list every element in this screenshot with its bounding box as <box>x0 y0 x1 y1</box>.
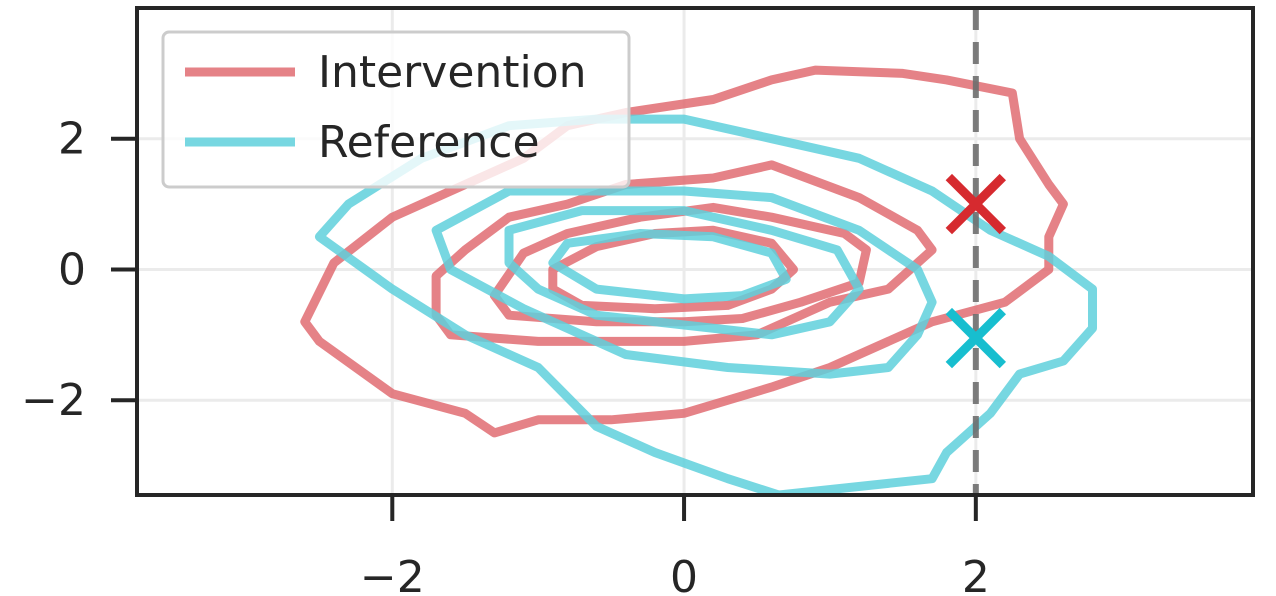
contour-series <box>300 65 1097 495</box>
plot-frame <box>135 6 1255 497</box>
intervention-contour-3 <box>548 225 798 314</box>
legend: Intervention Reference <box>161 30 631 189</box>
y-tick-label-0: −2 <box>21 375 86 426</box>
reference-contour-1 <box>431 186 937 379</box>
reference-contour-2 <box>504 206 864 340</box>
x-tick-label-1: 0 <box>670 552 698 596</box>
y-axis-ticks: −2 0 2 <box>21 114 137 426</box>
markers <box>945 173 1007 369</box>
intervention-contour-1 <box>431 160 937 346</box>
y-tick-label-1: 0 <box>58 244 86 295</box>
legend-label-reference: Reference <box>318 117 540 168</box>
x-tick-label-0: −2 <box>360 552 425 596</box>
x-axis-ticks: −2 0 2 <box>360 495 990 596</box>
legend-label-intervention: Intervention <box>318 47 587 98</box>
reference-contour-3 <box>548 229 791 304</box>
x-marker-1 <box>945 307 1007 369</box>
x-tick-label-2: 2 <box>962 552 990 596</box>
y-tick-label-2: 2 <box>58 114 86 165</box>
x-marker-0 <box>945 173 1007 235</box>
